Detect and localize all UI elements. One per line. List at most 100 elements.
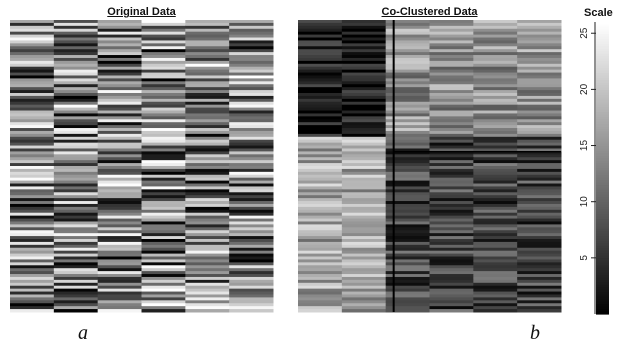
- heatmap-cell: [229, 221, 274, 225]
- heatmap-cell: [229, 268, 274, 272]
- heatmap-cell: [229, 63, 274, 68]
- heatmap-cell: [298, 247, 343, 252]
- heatmap-cell: [298, 75, 343, 79]
- heatmap-cell: [429, 142, 474, 147]
- heatmap-cell: [53, 300, 99, 304]
- scale-gradient-segment: [596, 143, 609, 147]
- heatmap-cell: [53, 168, 99, 173]
- heatmap-cell: [185, 57, 230, 62]
- heatmap-cell: [97, 241, 142, 246]
- scale-gradient-segment: [596, 87, 609, 91]
- heatmap-cell: [97, 279, 142, 284]
- heatmap-cell: [341, 309, 387, 313]
- heatmap-cell: [185, 95, 230, 100]
- heatmap-cell: [298, 250, 343, 255]
- heatmap-cell: [185, 247, 230, 252]
- heatmap-cell: [97, 43, 142, 47]
- heatmap-cell: [185, 122, 230, 126]
- heatmap-cell: [97, 93, 142, 97]
- heatmap-cell: [185, 180, 230, 185]
- scale-gradient-segment: [596, 262, 609, 266]
- heatmap-cell: [10, 230, 55, 234]
- heatmap-cell: [341, 34, 387, 39]
- heatmap-cell: [429, 291, 474, 295]
- heatmap-cell: [517, 218, 562, 222]
- heatmap-cell: [185, 107, 230, 112]
- heatmap-cell: [385, 180, 430, 185]
- heatmap-cell: [341, 247, 387, 252]
- heatmap-cell: [298, 104, 343, 109]
- heatmap-cell: [97, 288, 142, 293]
- heatmap-cell: [141, 93, 186, 97]
- scale-gradient-segment: [596, 104, 609, 108]
- heatmap-cell: [473, 57, 518, 62]
- heatmap-cell: [10, 101, 55, 106]
- heatmap-cell: [10, 198, 55, 202]
- heatmap-cell: [473, 195, 518, 199]
- scale-gradient-segment: [596, 211, 609, 215]
- heatmap-cell: [53, 236, 99, 240]
- heatmap-cell: [298, 28, 343, 33]
- heatmap-cell: [517, 157, 562, 161]
- scale-gradient-segment: [596, 192, 609, 196]
- heatmap-cell: [53, 154, 99, 158]
- heatmap-cell: [141, 52, 186, 56]
- scale-gradient-segment: [596, 26, 609, 30]
- heatmap-cell: [429, 297, 474, 301]
- heatmap-cell: [141, 309, 186, 313]
- heatmap-cell: [517, 104, 562, 109]
- heatmap-cell: [97, 177, 142, 182]
- scale-gradient-segment: [596, 182, 609, 186]
- heatmap-cell: [229, 209, 274, 214]
- heatmap-cell: [341, 221, 387, 225]
- heatmap-cell: [473, 221, 518, 225]
- scale-gradient-segment: [596, 216, 609, 220]
- heatmap-cell: [10, 22, 55, 27]
- scale-gradient-segment: [596, 275, 609, 279]
- heatmap-cell: [97, 274, 142, 278]
- heatmap-cell: [517, 209, 562, 214]
- scale-gradient-segment: [596, 109, 609, 113]
- scale-tick-label: 15: [579, 140, 590, 152]
- heatmap-cell: [10, 49, 55, 53]
- heatmap-cell: [10, 104, 55, 109]
- heatmap-cell: [10, 285, 55, 290]
- panel-a-title: Original Data: [107, 6, 176, 18]
- heatmap-cell: [229, 57, 274, 62]
- heatmap-cell: [53, 215, 99, 220]
- scale-gradient-segment: [596, 82, 609, 86]
- heatmap-cell: [53, 288, 99, 293]
- heatmap-cell: [429, 119, 474, 123]
- heatmap-cell: [185, 145, 230, 149]
- heatmap-cell: [429, 110, 474, 114]
- heatmap-cell: [298, 98, 343, 103]
- heatmap-cell: [385, 98, 430, 103]
- heatmap-cell: [473, 180, 518, 185]
- heatmap-cell: [341, 291, 387, 295]
- heatmap-cell: [473, 279, 518, 284]
- heatmap-cell: [429, 130, 474, 135]
- heatmap-cell: [473, 81, 518, 85]
- heatmap-cell: [97, 276, 142, 281]
- heatmap-cell: [185, 227, 230, 231]
- heatmap-cell: [298, 192, 343, 196]
- scale-gradient-segment: [596, 107, 609, 111]
- scale-gradient-segment: [596, 168, 609, 172]
- heatmap-cell: [341, 75, 387, 79]
- heatmap-cell: [341, 259, 387, 263]
- scale-gradient-segment: [596, 231, 609, 235]
- heatmap-cell: [53, 174, 99, 179]
- scale-gradient-segment: [596, 97, 609, 101]
- heatmap-cell: [298, 20, 343, 24]
- heatmap-cell: [53, 98, 99, 103]
- heatmap-cell: [341, 113, 387, 117]
- heatmap-cell: [10, 34, 55, 39]
- heatmap-cell: [298, 300, 343, 304]
- heatmap-cell: [341, 110, 387, 114]
- heatmap-cell: [10, 145, 55, 149]
- heatmap-cell: [53, 95, 99, 100]
- heatmap-cell: [53, 183, 99, 187]
- heatmap-cell: [473, 227, 518, 231]
- heatmap-cell: [517, 37, 562, 41]
- heatmap-cell: [385, 189, 430, 193]
